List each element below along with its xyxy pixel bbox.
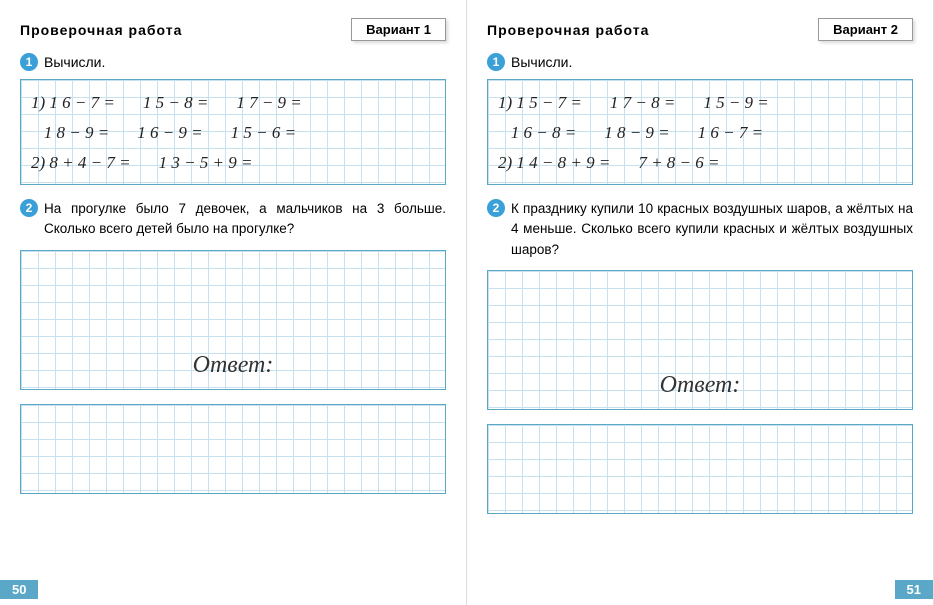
header-row: Проверочная работа Вариант 2 — [487, 18, 913, 41]
eq-row: 1) 1 6 − 7 = 1 5 − 8 = 1 7 − 9 = — [31, 88, 435, 118]
equation: 2) 8 + 4 − 7 = — [31, 148, 131, 178]
task1-heading: 1 Вычисли. — [20, 53, 446, 71]
equation: 7 + 8 − 6 = — [638, 148, 719, 178]
equation: 1 7 − 9 = — [236, 88, 301, 118]
task1-heading: 1 Вычисли. — [487, 53, 913, 71]
equation: 1 5 − 6 = — [231, 118, 296, 148]
page-number: 51 — [895, 580, 933, 599]
equation: 1 5 − 8 = — [143, 88, 208, 118]
equation: 1 3 − 5 + 9 = — [159, 148, 253, 178]
task2-heading: 2 На прогулке было 7 девочек, а мальчико… — [20, 199, 446, 240]
blank-grid — [20, 404, 446, 494]
equations-content: 1) 1 6 − 7 = 1 5 − 8 = 1 7 − 9 = 1 8 − 9… — [21, 80, 445, 186]
task1-label: Вычисли. — [44, 54, 105, 70]
answer-grid: Ответ: — [487, 270, 913, 410]
equation: 2) 1 4 − 8 + 9 = — [498, 148, 610, 178]
task1-number-icon: 1 — [487, 53, 505, 71]
equation: 1 6 − 9 = — [137, 118, 202, 148]
equation: 1 6 − 8 = — [498, 118, 576, 148]
eq-row: 1) 1 5 − 7 = 1 7 − 8 = 1 5 − 9 = — [498, 88, 902, 118]
task2-number-icon: 2 — [487, 199, 505, 217]
blank-grid — [487, 424, 913, 514]
header-row: Проверочная работа Вариант 1 — [20, 18, 446, 41]
answer-grid: Ответ: — [20, 250, 446, 390]
eq-row: 2) 1 4 − 8 + 9 = 7 + 8 − 6 = — [498, 148, 902, 178]
equation: 1) 1 6 − 7 = — [31, 88, 115, 118]
equations-grid: 1) 1 6 − 7 = 1 5 − 8 = 1 7 − 9 = 1 8 − 9… — [20, 79, 446, 185]
variant-badge: Вариант 2 — [818, 18, 913, 41]
task1-number-icon: 1 — [20, 53, 38, 71]
task2-heading: 2 К празднику купили 10 красных воздушны… — [487, 199, 913, 260]
variant-badge: Вариант 1 — [351, 18, 446, 41]
eq-row: 1 6 − 8 = 1 8 − 9 = 1 6 − 7 = — [498, 118, 902, 148]
equation: 1 6 − 7 = — [698, 118, 763, 148]
equations-content: 1) 1 5 − 7 = 1 7 − 8 = 1 5 − 9 = 1 6 − 8… — [488, 80, 912, 186]
page-left: Проверочная работа Вариант 1 1 Вычисли. … — [0, 0, 467, 605]
page-number: 50 — [0, 580, 38, 599]
task2-number-icon: 2 — [20, 199, 38, 217]
equation: 1 8 − 9 = — [31, 118, 109, 148]
equation: 1) 1 5 − 7 = — [498, 88, 582, 118]
equations-grid: 1) 1 5 − 7 = 1 7 − 8 = 1 5 − 9 = 1 6 − 8… — [487, 79, 913, 185]
answer-label: Ответ: — [193, 352, 274, 379]
task2-text: На прогулке было 7 девочек, а мальчиков … — [44, 199, 446, 240]
equation: 1 8 − 9 = — [604, 118, 669, 148]
page-title: Проверочная работа — [487, 22, 649, 38]
page-right: Проверочная работа Вариант 2 1 Вычисли. … — [467, 0, 934, 605]
eq-row: 2) 8 + 4 − 7 = 1 3 − 5 + 9 = — [31, 148, 435, 178]
answer-label: Ответ: — [660, 372, 741, 399]
eq-row: 1 8 − 9 = 1 6 − 9 = 1 5 − 6 = — [31, 118, 435, 148]
equation: 1 5 − 9 = — [703, 88, 768, 118]
task2-text: К празднику купили 10 красных воздушных … — [511, 199, 913, 260]
equation: 1 7 − 8 = — [610, 88, 675, 118]
page-title: Проверочная работа — [20, 22, 182, 38]
task1-label: Вычисли. — [511, 54, 572, 70]
